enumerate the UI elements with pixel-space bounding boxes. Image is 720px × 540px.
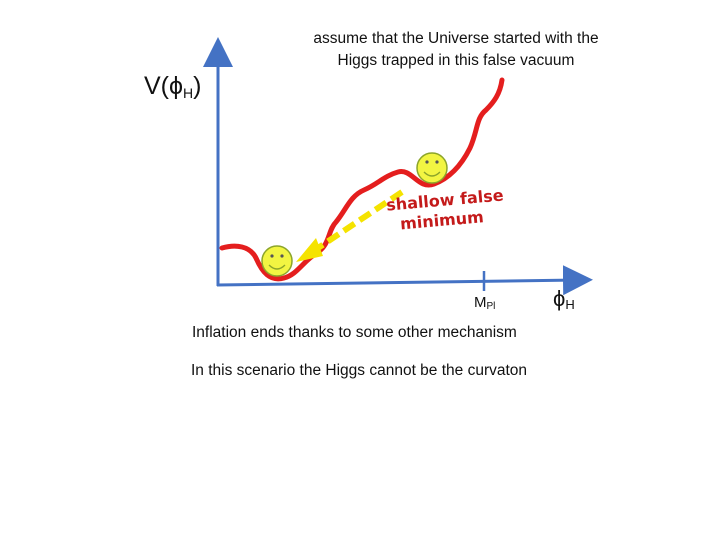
y-axis-label: V(ϕH) [144,72,201,101]
mpl-main: M [474,294,487,311]
y-label-sub: H [183,85,194,101]
top-caption: assume that the Universe started with th… [313,30,599,69]
smiley-face-icon [416,152,448,184]
mpl-tick-label: MPl [474,294,495,312]
mpl-sub: Pl [486,301,496,312]
smiley-face-icon [261,245,293,277]
y-label-close: ) [193,72,202,100]
potential-curve [219,77,505,282]
roll-arrowhead [296,238,323,262]
x-label-main: ϕ [553,286,566,311]
y-label-main: V(ϕ [144,72,184,100]
note-curvaton: In this scenario the Higgs cannot be the… [191,362,528,379]
x-axis-label: ϕH [553,286,575,312]
x-label-sub: H [565,297,575,312]
note-inflation: Inflation ends thanks to some other mech… [192,324,517,341]
x-axis [216,265,593,296]
